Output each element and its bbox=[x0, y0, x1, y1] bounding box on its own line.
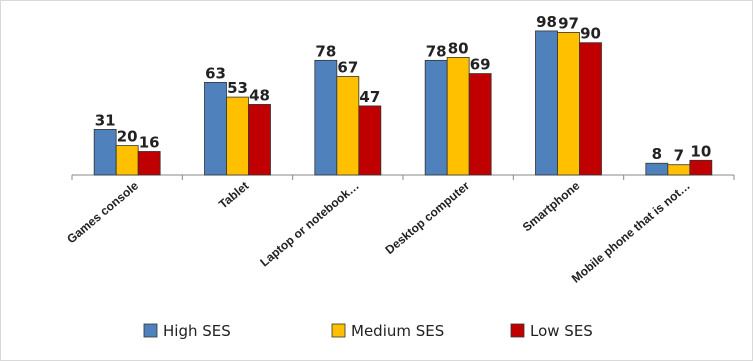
bar-high-ses-1 bbox=[204, 81, 227, 176]
data-label: 80 bbox=[448, 39, 469, 57]
bar-medium-ses-3 bbox=[446, 57, 470, 176]
x-tick-label: Mobile phone that is not… bbox=[569, 179, 693, 286]
data-label: 31 bbox=[95, 111, 116, 129]
bar-medium-ses-2 bbox=[336, 76, 360, 176]
legend-swatch bbox=[331, 323, 346, 338]
bar-medium-ses-4 bbox=[557, 32, 580, 176]
bar-medium-ses-0 bbox=[115, 145, 139, 176]
data-label: 20 bbox=[117, 128, 138, 146]
data-label: 69 bbox=[470, 56, 491, 74]
data-label: 8 bbox=[652, 145, 662, 163]
legend-label: Medium SES bbox=[351, 322, 444, 340]
legend: High SES Medium SES Low SES bbox=[143, 322, 593, 340]
data-label: 78 bbox=[315, 42, 336, 60]
data-label: 90 bbox=[580, 25, 601, 43]
bar-high-ses-5 bbox=[645, 162, 669, 176]
data-label: 48 bbox=[249, 86, 270, 104]
bar-medium-ses-1 bbox=[226, 96, 249, 176]
x-tick-labels-group: Games console Tablet Laptop or notebook… De… bbox=[64, 178, 693, 285]
data-label: 67 bbox=[337, 59, 358, 77]
legend-swatch bbox=[143, 323, 158, 338]
bar-low-ses-0 bbox=[137, 151, 161, 176]
data-label: 97 bbox=[558, 14, 579, 32]
legend-swatch bbox=[510, 323, 525, 338]
bar-high-ses-3 bbox=[424, 59, 448, 176]
data-label: 10 bbox=[690, 142, 711, 160]
data-label: 16 bbox=[139, 133, 160, 151]
data-label: 98 bbox=[536, 13, 557, 31]
bar-high-ses-4 bbox=[535, 30, 558, 176]
bar-low-ses-4 bbox=[579, 42, 602, 176]
bar-low-ses-5 bbox=[689, 159, 713, 176]
x-tick-label: Desktop computer bbox=[382, 178, 472, 257]
x-tick-label: Laptop or notebook… bbox=[257, 179, 361, 270]
legend-label: Low SES bbox=[530, 322, 593, 340]
bar-low-ses-1 bbox=[248, 104, 271, 176]
data-label: 78 bbox=[426, 42, 447, 60]
bar-high-ses-0 bbox=[93, 129, 117, 176]
bar-low-ses-3 bbox=[468, 73, 492, 176]
bar-low-ses-2 bbox=[358, 105, 382, 176]
data-label: 47 bbox=[359, 88, 380, 106]
data-label: 7 bbox=[674, 147, 684, 165]
data-label: 53 bbox=[227, 79, 248, 97]
bar-medium-ses-5 bbox=[667, 164, 691, 176]
x-tick-label: Smartphone bbox=[520, 178, 583, 234]
legend-label: High SES bbox=[163, 322, 231, 340]
data-label: 63 bbox=[205, 64, 226, 82]
bars-group bbox=[71, 30, 735, 180]
x-tick-label: Games console bbox=[64, 178, 141, 246]
x-tick-label: Tablet bbox=[216, 179, 251, 212]
bar-high-ses-2 bbox=[314, 59, 338, 176]
